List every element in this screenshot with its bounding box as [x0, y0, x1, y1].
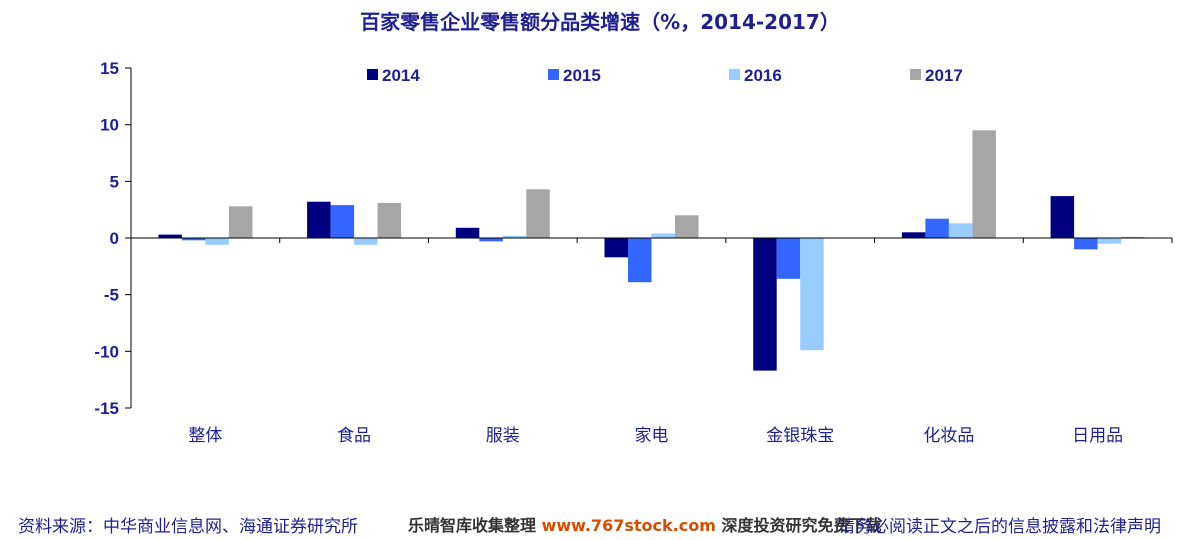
footer-watermark: 乐晴智库收集整理 www.767stock.com 深度投资研究免费下载 — [408, 512, 882, 536]
y-tick-label--15: -15 — [94, 399, 119, 418]
bar-2016-2 — [502, 235, 527, 238]
x-tick-label-4: 金银珠宝 — [766, 426, 834, 446]
bar-2015-4 — [776, 238, 801, 279]
watermark-url[interactable]: www.767stock.com — [541, 516, 716, 535]
bar-2014-2 — [455, 227, 480, 238]
bar-2016-0 — [205, 238, 229, 245]
bar-2015-6 — [1074, 238, 1098, 250]
bar-2014-4 — [753, 238, 777, 371]
bar-2015-0 — [181, 238, 206, 241]
bar-2017-3 — [675, 215, 699, 238]
bar-2017-5 — [972, 130, 996, 238]
footer-disclaimer: 请务必阅读正文之后的信息披露和法律声明 — [838, 517, 1161, 537]
legend-label-2015: 2015 — [563, 66, 601, 85]
x-tick-label-1: 食品 — [337, 426, 371, 446]
bar-chart: 15 10 5 0 -5 -10 -15 整体 食品 服装 家电 金银珠宝 化妆品 日用品 2014 2015… — [94, 59, 1173, 446]
bar-2014-0 — [158, 234, 182, 238]
bar-2017-0 — [228, 206, 253, 238]
bar-2014-5 — [901, 232, 926, 238]
y-tick-label--10: -10 — [94, 342, 119, 361]
bar-2016-5 — [948, 223, 973, 238]
bar-2015-1 — [330, 205, 355, 238]
legend-swatch-2016 — [729, 69, 740, 80]
legend-label-2016: 2016 — [744, 66, 782, 85]
legend-label-2017: 2017 — [925, 66, 963, 85]
bar-2015-3 — [628, 238, 652, 283]
y-tick-label--5: -5 — [104, 286, 119, 305]
bar-2014-6 — [1050, 196, 1075, 238]
y-tick-label-0: 0 — [110, 229, 119, 248]
bar-2016-6 — [1097, 238, 1122, 244]
legend-swatch-2015 — [548, 69, 559, 80]
watermark-prefix: 乐晴智库收集整理 — [408, 516, 542, 535]
bar-2016-3 — [651, 233, 675, 238]
chart-title: 百家零售企业零售额分品类增速（%，2014-2017） — [360, 10, 840, 34]
bar-2014-1 — [307, 201, 331, 238]
x-tick-label-6: 日用品 — [1072, 426, 1123, 446]
bar-2017-6 — [1121, 236, 1145, 238]
x-tick-label-0: 整体 — [188, 426, 222, 446]
bar-2017-1 — [377, 202, 402, 238]
bar-2016-4 — [800, 238, 824, 351]
watermark-suffix: 深度投资研究免费下载 — [715, 516, 882, 535]
legend-label-2014: 2014 — [382, 66, 420, 85]
bar-2015-2 — [479, 238, 503, 242]
bar-2016-1 — [354, 238, 378, 245]
bar-2014-3 — [604, 238, 628, 258]
y-tick-label-15: 15 — [100, 59, 119, 78]
bar-2015-5 — [925, 218, 949, 238]
x-tick-label-2: 服装 — [486, 426, 520, 446]
y-tick-label-5: 5 — [110, 172, 119, 191]
bar-2017-2 — [526, 189, 550, 238]
legend-swatch-2017 — [910, 69, 921, 80]
x-tick-label-5: 化妆品 — [923, 426, 974, 446]
footer-source: 资料来源：中华商业信息网、海通证券研究所 — [18, 517, 358, 537]
legend-swatch-2014 — [367, 69, 378, 80]
y-tick-label-10: 10 — [100, 116, 119, 135]
x-tick-label-3: 家电 — [635, 426, 669, 446]
